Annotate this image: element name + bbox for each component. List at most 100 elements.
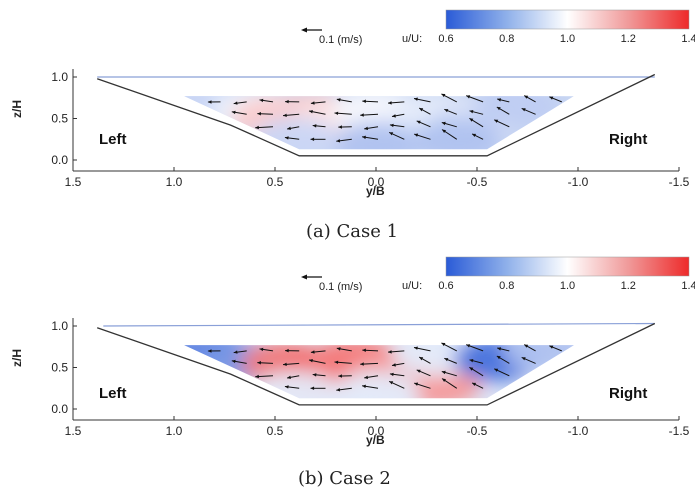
y-axis-label: z/H — [10, 100, 24, 118]
vector-arrowhead — [524, 95, 529, 99]
x-tick-label: 1.0 — [166, 424, 183, 438]
vector-arrowhead — [521, 108, 526, 112]
vector-scale-arrowhead — [301, 27, 307, 33]
colorbar-tick-label: 1.0 — [560, 33, 575, 45]
colorbar-tick-label: 1.4 — [681, 280, 695, 292]
vector-arrowhead — [257, 112, 261, 116]
vector-arrowhead — [287, 375, 291, 379]
colorbar: u/U: 0.6 0.8 1.0 1.2 1.4 — [402, 256, 695, 292]
vector-arrowhead — [309, 359, 313, 363]
x-tick-label: 0.5 — [267, 175, 284, 189]
vector-arrowhead — [442, 378, 446, 382]
x-tick-label: -1.5 — [669, 175, 690, 189]
vector-scale: 0.1 (m/s) — [301, 27, 362, 46]
axes: 1.5 1.0 0.5 0.0 -0.5 -1.0 -1.5 0.0 0.5 1.0 — [51, 318, 690, 438]
vector-arrowhead — [469, 367, 474, 371]
colorbar-tick-label: 1.2 — [621, 33, 636, 45]
vector-arrowhead — [388, 350, 392, 354]
vector-arrowhead — [310, 386, 315, 390]
x-tick-label: 1.5 — [65, 175, 82, 189]
vector-arrowhead — [472, 382, 477, 386]
y-tick-label: 1.0 — [51, 70, 68, 84]
colorbar-ticks: 0.6 0.8 1.0 1.2 1.4 — [438, 280, 695, 292]
velocity-vectors — [207, 342, 562, 392]
colorbar-tick-label: 0.6 — [438, 280, 453, 292]
vector-arrowhead — [338, 374, 342, 378]
vector-arrowhead — [207, 349, 212, 353]
vector-arrowhead — [414, 97, 418, 101]
x-tick-label: -1.0 — [568, 424, 589, 438]
vector-arrowhead — [444, 358, 449, 362]
vector-arrowhead — [466, 95, 471, 99]
vector-arrowhead — [360, 113, 364, 117]
vector-arrowhead — [362, 135, 366, 140]
vector-arrowhead — [362, 99, 366, 103]
contour-cell — [503, 345, 574, 373]
vector-arrowhead — [494, 119, 499, 123]
vector-arrowhead — [442, 129, 446, 133]
x-tick-label: 0.0 — [368, 424, 385, 438]
x-tick-label: -1.5 — [669, 424, 690, 438]
vector-arrowhead — [389, 372, 394, 377]
panel-caption: (a) Case 1 — [306, 221, 398, 242]
panel-case-1: u/U: 0.6 0.8 1.0 1.2 1.4 0.1 (m/s) 1.5 1.0 0.5… — [10, 9, 695, 242]
colorbar-gradient — [445, 9, 690, 30]
vector-arrowhead — [416, 120, 421, 124]
vector-arrowhead — [259, 347, 264, 352]
vector-arrowhead — [416, 369, 421, 373]
vector-arrowhead — [496, 356, 501, 360]
vector-arrowhead — [362, 348, 366, 352]
vector-arrowhead — [338, 125, 342, 129]
vector-arrowhead — [441, 370, 446, 375]
contour-cell — [473, 96, 562, 128]
vector-arrowhead — [284, 385, 289, 389]
vector-arrowhead — [312, 124, 317, 128]
vector-arrowhead — [419, 108, 424, 112]
y-tick-label: 0.0 — [51, 153, 68, 167]
vector-arrowhead — [549, 96, 554, 100]
vector-arrowhead — [283, 113, 287, 117]
vector-arrowhead — [364, 126, 368, 131]
vector-arrowhead — [309, 110, 313, 114]
vector-arrowhead — [233, 350, 238, 354]
vector-arrowhead — [414, 133, 419, 137]
vector-arrowhead — [469, 118, 474, 122]
vector-arrowhead — [389, 132, 394, 136]
colorbar-label: u/U: — [402, 280, 422, 292]
vector-arrowhead — [496, 107, 501, 111]
channel-bed-line — [96, 73, 656, 157]
y-tick-label: 1.0 — [51, 319, 68, 333]
vector-arrowhead — [336, 139, 341, 143]
x-axis-label: y/B — [366, 184, 385, 198]
vector-arrowhead — [414, 382, 419, 386]
vector-arrowhead — [497, 98, 502, 102]
x-tick-label: -0.5 — [467, 175, 488, 189]
left-bank-label: Left — [99, 385, 127, 402]
vector-arrowhead — [284, 136, 289, 140]
panel-case-2: u/U: 0.6 0.8 1.0 1.2 1.4 0.1 (m/s) 1.5 1.0 0.5… — [10, 256, 695, 489]
colorbar-label: u/U: — [402, 33, 422, 45]
contour-cell — [332, 121, 420, 150]
vector-arrowhead — [207, 100, 212, 104]
water-surface-line — [103, 322, 655, 327]
vector-arrowhead — [521, 357, 526, 361]
vector-arrowhead — [310, 350, 315, 354]
vector-arrowhead — [472, 133, 477, 137]
vector-arrowhead — [392, 114, 396, 118]
vector-arrowhead — [392, 363, 396, 367]
vector-arrowhead — [336, 347, 341, 351]
vector-arrowhead — [414, 346, 418, 350]
colorbar-tick-label: 0.6 — [438, 33, 453, 45]
colorbar-gradient — [445, 256, 690, 277]
vector-arrowhead — [287, 126, 291, 130]
vector-arrowhead — [441, 342, 446, 347]
x-tick-label: 1.0 — [166, 175, 183, 189]
vector-arrowhead — [257, 361, 261, 365]
contour-cell — [251, 370, 340, 399]
vector-arrowhead — [364, 375, 368, 380]
vector-arrowhead — [285, 99, 289, 104]
channel-bed-line — [96, 322, 656, 406]
colorbar-tick-label: 1.2 — [621, 280, 636, 292]
